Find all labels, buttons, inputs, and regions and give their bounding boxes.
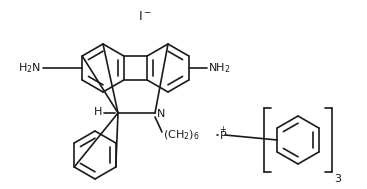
Text: I$^-$: I$^-$ bbox=[138, 9, 152, 22]
Text: P: P bbox=[220, 131, 227, 141]
Text: +: + bbox=[219, 125, 226, 133]
Text: 3: 3 bbox=[334, 174, 341, 184]
Text: H: H bbox=[94, 107, 102, 117]
Text: N: N bbox=[157, 109, 166, 119]
Text: (CH$_2$)$_6$: (CH$_2$)$_6$ bbox=[163, 128, 200, 142]
Text: H$_2$N: H$_2$N bbox=[18, 61, 41, 75]
Text: NH$_2$: NH$_2$ bbox=[208, 61, 230, 75]
